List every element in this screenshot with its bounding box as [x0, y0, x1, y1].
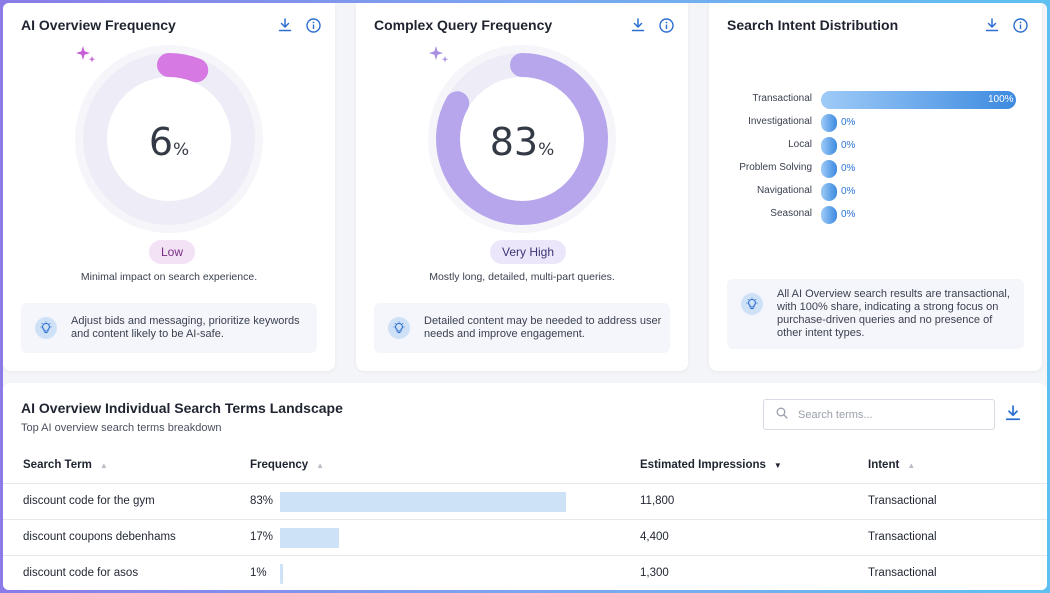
download-icon[interactable] — [984, 17, 1000, 33]
panel-title: AI Overview Individual Search Terms Land… — [21, 400, 343, 416]
intent-row: Navigational 0% — [709, 183, 1042, 201]
intent-row: Seasonal 0% — [709, 206, 1042, 224]
ai-overview-frequency-card: AI Overview Frequency 6% Low Minimal imp… — [3, 3, 335, 371]
download-icon[interactable] — [277, 17, 293, 33]
intent-label: Transactional — [752, 93, 812, 104]
column-header-frequency[interactable]: Frequency ▲ — [250, 459, 325, 471]
intent-bar — [821, 160, 837, 178]
ring-inner — [107, 77, 231, 201]
level-badge: Very High — [490, 240, 567, 264]
intent-row: Local 0% — [709, 137, 1042, 155]
intent-label: Problem Solving — [739, 162, 812, 173]
lightbulb-icon — [741, 293, 763, 315]
intent-value-label: 0% — [841, 140, 856, 151]
intent-label: Investigational — [748, 116, 812, 127]
impressions-cell: 11,800 — [640, 495, 675, 507]
intent-value-label: 0% — [841, 117, 856, 128]
search-term-cell: discount code for asos — [23, 567, 139, 579]
frequency-value-cell: 83% — [250, 495, 274, 507]
tip-box: All AI Overview search results are trans… — [727, 279, 1024, 349]
impressions-cell: 1,300 — [640, 567, 669, 579]
lightbulb-icon — [388, 317, 410, 339]
ring-progress-arc — [83, 53, 255, 225]
search-terms-landscape-panel: AI Overview Individual Search Terms Land… — [3, 383, 1047, 590]
download-icon[interactable] — [630, 17, 646, 33]
frequency-value: 83% — [489, 120, 555, 164]
ring-progress-arc — [436, 53, 608, 225]
card-title: Search Intent Distribution — [727, 17, 899, 33]
frequency-bar — [280, 492, 567, 512]
intent-row: Problem Solving 0% — [709, 160, 1042, 178]
table-row[interactable]: discount coupons debenhams 17% 4,400 Transa… — [3, 519, 1047, 555]
info-icon[interactable] — [1012, 17, 1028, 33]
frequency-value: 6% — [148, 120, 190, 164]
search-icon — [776, 406, 788, 424]
tip-box: Detailed content may be needed to addres… — [374, 303, 670, 353]
search-term-cell: discount code for the gym — [23, 495, 155, 507]
sort-up-icon: ▲ — [99, 460, 108, 470]
sort-up-icon: ▲ — [316, 460, 325, 470]
frequency-bar — [280, 564, 284, 584]
tip-text: Detailed content may be needed to addres… — [424, 315, 662, 340]
intent-value-label: 0% — [841, 186, 856, 197]
level-badge: Low — [149, 240, 196, 264]
column-header-estimated-impressions[interactable]: Estimated Impressions ▼ — [640, 459, 782, 471]
caption: Mostly long, detailed, multi-part querie… — [429, 271, 615, 283]
intent-cell: Transactional — [868, 567, 937, 579]
tip-text: Adjust bids and messaging, prioritize ke… — [71, 315, 300, 340]
complex-query-frequency-card: Complex Query Frequency 83% Very High Mo… — [356, 3, 688, 371]
intent-label: Local — [788, 139, 812, 150]
card-title: AI Overview Frequency — [21, 17, 176, 33]
frequency-value-cell: 17% — [250, 531, 274, 543]
lightbulb-icon — [35, 317, 57, 339]
frequency-ring: 83% — [427, 44, 617, 234]
intent-cell: Transactional — [868, 495, 937, 507]
column-header-intent[interactable]: Intent ▲ — [868, 459, 916, 471]
intent-value-label: 0% — [841, 163, 856, 174]
intent-cell: Transactional — [868, 531, 937, 543]
tip-text: All AI Overview search results are trans… — [777, 288, 1010, 339]
intent-bar — [821, 206, 837, 224]
intent-bar — [821, 183, 837, 201]
intent-label: Seasonal — [770, 208, 812, 219]
sort-up-icon: ▲ — [907, 460, 916, 470]
dashboard: AI Overview Frequency 6% Low Minimal imp… — [3, 3, 1047, 590]
search-input[interactable] — [798, 408, 978, 421]
card-title: Complex Query Frequency — [374, 17, 553, 33]
intent-bar — [821, 137, 837, 155]
intent-row: Transactional 100% — [709, 91, 1042, 109]
search-intent-distribution-card: Search Intent Distribution Transactional… — [709, 3, 1042, 371]
frequency-ring: 6% — [74, 44, 264, 234]
intent-bar — [821, 91, 1016, 109]
impressions-cell: 4,400 — [640, 531, 669, 543]
intent-value-label: 0% — [841, 209, 856, 220]
panel-subtitle: Top AI overview search terms breakdown — [21, 422, 222, 434]
intent-bar — [821, 114, 837, 132]
search-box[interactable] — [763, 399, 995, 430]
download-icon[interactable] — [1005, 405, 1021, 421]
info-icon[interactable] — [305, 17, 321, 33]
table-row[interactable]: discount code for the gym 83% 11,800 Transa… — [3, 483, 1047, 519]
intent-row: Investigational 0% — [709, 114, 1042, 132]
intent-bar-chart: Transactional 100% Investigational 0% Local 0… — [709, 91, 1042, 231]
tip-box: Adjust bids and messaging, prioritize ke… — [21, 303, 317, 353]
ring-inner — [460, 77, 584, 201]
intent-label: Navigational — [756, 185, 812, 196]
frequency-value-cell: 1% — [250, 567, 267, 579]
table-row[interactable]: discount code for asos 1% 1,300 Transaction… — [3, 555, 1047, 590]
frequency-bar — [280, 528, 339, 548]
caption: Minimal impact on search experience. — [80, 271, 258, 283]
search-term-cell: discount coupons debenhams — [23, 531, 176, 543]
column-header-search-term[interactable]: Search Term ▲ — [23, 459, 108, 471]
intent-value-label: 100% — [988, 94, 1014, 105]
sort-down-icon: ▼ — [773, 460, 782, 470]
info-icon[interactable] — [658, 17, 674, 33]
